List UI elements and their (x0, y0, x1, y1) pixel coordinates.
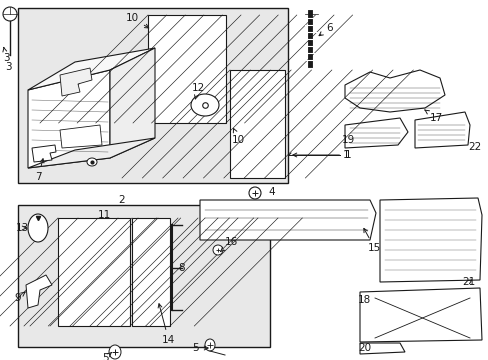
Polygon shape (26, 275, 52, 308)
Ellipse shape (248, 187, 261, 199)
Polygon shape (28, 138, 155, 168)
Text: 1: 1 (292, 150, 351, 160)
Polygon shape (60, 125, 102, 148)
Polygon shape (32, 145, 56, 162)
Ellipse shape (204, 339, 215, 351)
Polygon shape (345, 118, 407, 148)
Ellipse shape (28, 214, 48, 242)
Text: 4: 4 (267, 187, 274, 197)
Bar (229, 70, 285, 178)
Bar (18, 205, 269, 347)
Text: 10: 10 (231, 129, 244, 145)
Text: 18: 18 (357, 295, 370, 305)
Ellipse shape (213, 245, 223, 255)
Bar (58, 218, 130, 326)
Bar (132, 218, 170, 326)
Ellipse shape (87, 158, 97, 166)
Text: 16: 16 (220, 237, 238, 252)
Polygon shape (110, 48, 155, 158)
Text: 15: 15 (363, 228, 381, 253)
Polygon shape (414, 112, 469, 148)
Text: 3: 3 (3, 48, 10, 63)
Text: 8: 8 (178, 263, 184, 273)
Polygon shape (359, 288, 481, 342)
Text: 5: 5 (192, 343, 208, 353)
Polygon shape (200, 200, 375, 240)
Bar (229, 70, 285, 178)
Polygon shape (359, 343, 404, 354)
Text: 2: 2 (118, 195, 124, 205)
Text: 22: 22 (467, 142, 480, 152)
Ellipse shape (3, 7, 17, 21)
Text: 10: 10 (126, 13, 148, 28)
Polygon shape (345, 70, 444, 112)
Bar (148, 15, 225, 123)
Text: 7: 7 (35, 159, 44, 182)
Text: 14: 14 (158, 304, 175, 345)
Bar (18, 8, 287, 183)
Text: 9: 9 (14, 292, 25, 303)
Text: 1: 1 (342, 150, 349, 160)
Text: 13: 13 (16, 223, 29, 233)
Text: 20: 20 (357, 343, 370, 353)
Polygon shape (28, 70, 110, 168)
Polygon shape (60, 68, 92, 96)
Ellipse shape (191, 94, 219, 116)
Bar (132, 218, 170, 326)
Bar (58, 218, 130, 326)
Polygon shape (379, 198, 481, 282)
Text: 3: 3 (5, 62, 12, 72)
Text: 19: 19 (341, 135, 354, 145)
Text: 11: 11 (98, 210, 111, 220)
Text: 6: 6 (319, 23, 332, 36)
Ellipse shape (109, 345, 121, 359)
Polygon shape (28, 48, 155, 90)
Text: 21: 21 (461, 277, 474, 287)
Text: 5: 5 (102, 352, 111, 360)
Text: 17: 17 (424, 110, 442, 123)
Text: 12: 12 (192, 83, 205, 99)
Bar (148, 15, 225, 123)
